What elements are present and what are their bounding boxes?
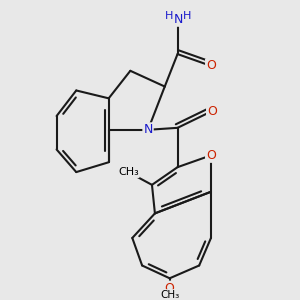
Text: O: O bbox=[206, 149, 216, 162]
Text: CH₃: CH₃ bbox=[160, 290, 179, 300]
Text: N: N bbox=[143, 123, 153, 136]
Text: CH₃: CH₃ bbox=[118, 167, 139, 177]
Text: O: O bbox=[207, 105, 217, 118]
Text: O: O bbox=[165, 282, 175, 295]
Text: N: N bbox=[174, 13, 183, 26]
Text: H: H bbox=[183, 11, 192, 21]
Text: O: O bbox=[206, 59, 216, 72]
Text: H: H bbox=[164, 11, 173, 21]
